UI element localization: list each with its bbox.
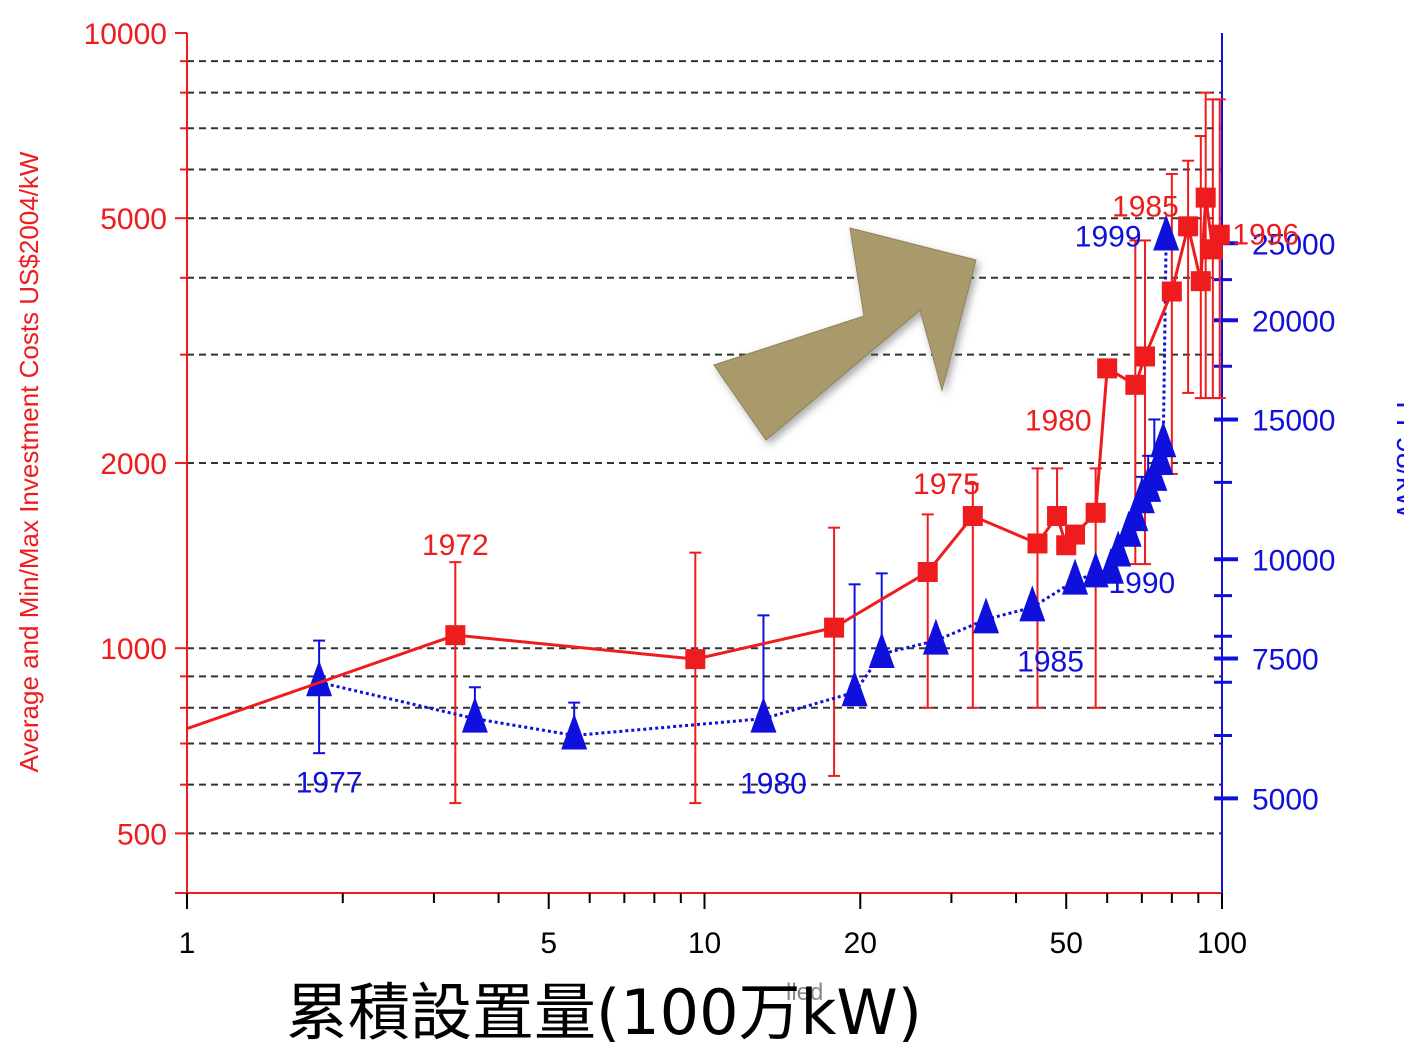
red-square-point: [824, 617, 845, 638]
x-axis-title: 累積設置量(100万kW): [286, 976, 922, 1042]
blue-triangle-point: [306, 660, 333, 697]
blue-year-label: 1977: [296, 766, 363, 799]
y2-tick-label: 25000: [1252, 228, 1335, 261]
blue-triangle-point: [1062, 558, 1089, 595]
red-square-point: [1178, 216, 1199, 237]
red-square-point: [1097, 358, 1118, 379]
y2-tick-label: 20000: [1252, 305, 1335, 338]
right-axis: 25000 20000 15000 10000 7500 5000: [1214, 33, 1335, 893]
red-square-point: [1195, 187, 1216, 208]
series-blue: [306, 214, 1180, 750]
blue-triangle-point: [561, 713, 588, 750]
red-square-point: [1085, 502, 1106, 523]
y2-tick-label: 15000: [1252, 404, 1335, 437]
obscured-axis-fragment: lled: [786, 979, 823, 1006]
blue-triangle-point: [922, 618, 949, 655]
blue-triangle-point: [750, 696, 777, 733]
x-tick-label: 100: [1197, 927, 1247, 960]
red-square-point: [917, 561, 938, 582]
red-year-label: 1972: [422, 529, 489, 562]
x-tick-label: 20: [844, 927, 877, 960]
red-square-point: [1135, 346, 1156, 367]
red-square-point: [1190, 271, 1211, 292]
blue-year-label: 1980: [740, 768, 807, 801]
grid-lines: [187, 60, 1222, 835]
red-square-point: [1209, 224, 1230, 245]
y2-axis-title: FF98/kW: [1390, 401, 1404, 519]
x-tick-label: 5: [540, 927, 557, 960]
blue-year-label: 1985: [1017, 645, 1084, 678]
red-year-label: 1985: [1112, 190, 1179, 223]
y-tick-label: 5000: [100, 203, 167, 236]
red-square-point: [1125, 374, 1146, 395]
y-tick-label: 1000: [100, 633, 167, 666]
trend-arrow-icon: [713, 227, 977, 441]
y2-tick-label: 5000: [1252, 783, 1319, 816]
red-year-label: 1996: [1232, 219, 1299, 252]
red-year-label: 1980: [1025, 404, 1092, 437]
red-year-label: 1975: [913, 468, 980, 501]
y2-tick-label: 10000: [1252, 544, 1335, 577]
blue-triangle-point: [841, 670, 868, 707]
series-red: [186, 187, 1230, 731]
y2-tick-label: 7500: [1252, 644, 1319, 677]
y-tick-label: 10000: [84, 18, 167, 51]
series-blue-errorbars: [313, 418, 1161, 755]
blue-triangle-point: [973, 597, 1000, 634]
blue-triangle-point: [1019, 585, 1046, 622]
blue-year-label: 1999: [1075, 220, 1142, 253]
blue-triangle-point: [1150, 421, 1177, 458]
blue-year-label: 1990: [1108, 567, 1175, 600]
y-tick-label: 500: [117, 818, 167, 851]
x-tick-label: 50: [1050, 927, 1083, 960]
red-square-point: [1047, 506, 1068, 527]
red-square-point: [1065, 524, 1086, 545]
y-tick-label: 2000: [100, 448, 167, 481]
red-square-point: [685, 649, 706, 670]
blue-triangle-point: [1105, 530, 1132, 567]
red-square-point: [445, 625, 466, 646]
x-axis: 1 5 10 20 50 100: [179, 892, 1247, 960]
blue-triangle-point: [1153, 214, 1180, 251]
blue-triangle-point: [461, 696, 488, 733]
red-square-point: [1161, 281, 1182, 302]
left-axis: 10000 5000 2000 1000 500: [84, 18, 188, 894]
red-square-point: [1027, 533, 1048, 554]
y-axis-title: Average and Min/Max Investment Costs US$…: [14, 151, 44, 772]
annotations: 1972197519801985199019961977198019851990…: [296, 190, 1299, 801]
x-tick-label: 10: [688, 927, 721, 960]
red-square-point: [962, 506, 983, 527]
blue-triangle-point: [868, 631, 895, 668]
x-tick-label: 1: [179, 927, 196, 960]
